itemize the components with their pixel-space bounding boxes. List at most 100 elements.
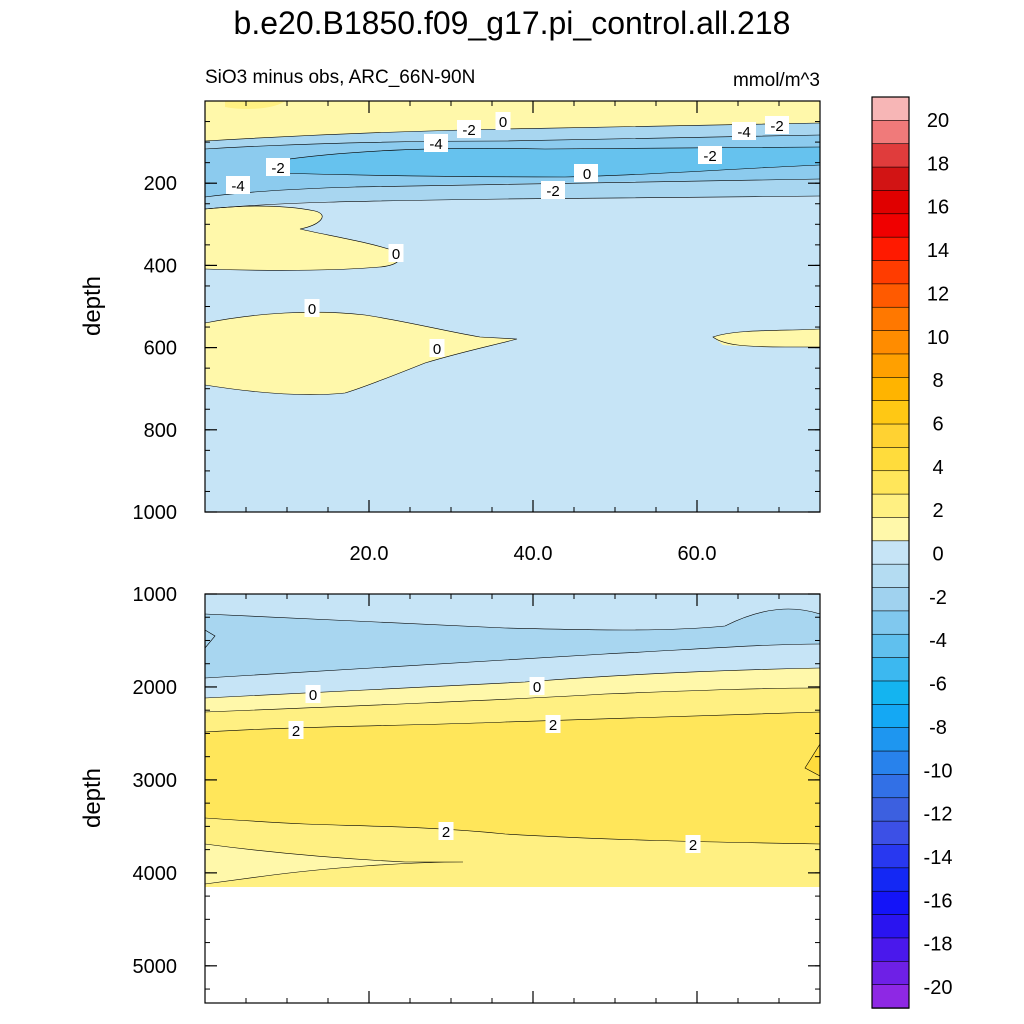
y-tick-label: 1000 (133, 502, 178, 524)
colorbar-swatch (871, 797, 910, 822)
contour-label: 0 (499, 114, 507, 131)
contour-label: 0 (533, 679, 541, 696)
field-band (205, 206, 400, 271)
colorbar: 20181614121086420-2-4-6-8-10-12-14-16-18… (871, 96, 953, 1009)
upper-panel: 200 400 600 800 1000 20.0 40.0 60.0 0 -2 -4 -2 -4 -… (79, 100, 821, 565)
contour-label-bg (438, 822, 454, 840)
chart-title: b.e20.B1850.f09_g17.pi_control.all.218 (234, 5, 791, 41)
contour-label-bg (304, 299, 320, 317)
colorbar-swatch (871, 750, 910, 776)
contour-label-bg (765, 116, 789, 134)
contour-label: 0 (308, 301, 316, 318)
colorbar-label: 6 (932, 413, 943, 435)
colorbar-swatch (871, 820, 910, 846)
upper-y-axis: 200 400 600 800 1000 (133, 100, 820, 524)
colorbar-label: 16 (927, 197, 949, 219)
contour-label-bg (495, 112, 511, 130)
contour-label-bg (305, 685, 321, 703)
colorbar-swatch (871, 960, 910, 986)
colorbar-label: -12 (924, 804, 953, 826)
colorbar-swatch (871, 937, 910, 962)
colorbar-swatch (871, 867, 910, 892)
x-tick-label: 60.0 (678, 543, 717, 565)
colorbar-swatch (871, 587, 910, 612)
contour-label: 2 (292, 723, 300, 740)
y-tick-label: 3000 (133, 770, 178, 792)
contour-label: 2 (442, 824, 450, 841)
contour-label: 0 (433, 341, 441, 358)
colorbar-swatch (871, 517, 910, 542)
lower-contour-field (205, 594, 820, 1003)
field-band (713, 329, 820, 347)
lower-x-axis (204, 594, 821, 1003)
lower-frame (204, 593, 821, 1004)
colorbar-swatch (871, 657, 910, 682)
colorbar-swatch (871, 143, 910, 168)
y-tick-label: 200 (144, 173, 177, 195)
colorbar-label: -8 (929, 717, 947, 739)
y-tick-label: 400 (144, 255, 177, 277)
colorbar-label: 14 (927, 240, 949, 262)
contour-label: -2 (271, 160, 284, 177)
colorbar-swatch (871, 540, 910, 565)
lower-y-axis: 1000 2000 3000 4000 5000 (133, 584, 820, 990)
colorbar-swatch (871, 190, 910, 215)
x-tick-label: 40.0 (514, 543, 553, 565)
colorbar-label: 8 (932, 370, 943, 392)
colorbar-swatch (871, 120, 910, 145)
colorbar-label: -16 (924, 890, 953, 912)
contour-label-bg (429, 339, 445, 357)
field-band (205, 101, 820, 141)
contour-label: 0 (392, 246, 400, 263)
colorbar-swatch (871, 447, 910, 472)
upper-y-axis-label: depth (79, 276, 106, 336)
colorbar-label: 2 (932, 500, 943, 522)
colorbar-swatch (871, 610, 910, 635)
colorbar-swatch (871, 260, 910, 285)
colorbar-swatch (871, 680, 910, 706)
colorbar-swatch (871, 774, 910, 799)
colorbar-swatch (871, 470, 910, 495)
lower-panel: 1000 2000 3000 4000 5000 0 0 2 2 2 2 depth (79, 584, 821, 1004)
colorbar-swatch (871, 984, 910, 1009)
contour-label: 2 (549, 717, 557, 734)
contour-label: -4 (737, 124, 750, 141)
lower-y-axis-label: depth (79, 768, 106, 828)
contour-label-bg (685, 835, 701, 853)
contour-label-bg (732, 122, 756, 140)
colorbar-swatch (871, 283, 910, 308)
contour-label: -2 (462, 122, 475, 139)
colorbar-swatch (871, 236, 910, 262)
colorbar-label: 4 (932, 457, 943, 479)
colorbar-label: 10 (927, 327, 949, 349)
colorbar-label: 12 (927, 283, 949, 305)
contour-label: -4 (429, 136, 442, 153)
field-band (275, 147, 820, 177)
contour-label-bg (541, 181, 565, 199)
colorbar-swatch (871, 844, 910, 869)
field-band (805, 744, 820, 776)
contour-label-bg (698, 146, 722, 164)
colorbar-swatch (871, 306, 910, 332)
colorbar-swatch (871, 633, 910, 659)
y-tick-label: 2000 (133, 677, 178, 699)
y-tick-label: 4000 (133, 863, 178, 885)
colorbar-swatch (871, 377, 910, 402)
colorbar-swatch (871, 914, 910, 939)
colorbar-label: -6 (929, 674, 947, 696)
colorbar-label: -18 (924, 934, 953, 956)
x-tick-label: 20.0 (350, 543, 389, 565)
colorbar-swatch (871, 493, 910, 519)
field-band (225, 101, 285, 109)
contour-label: 0 (309, 687, 317, 704)
contour-label: 2 (689, 837, 697, 854)
colorbar-swatch (871, 96, 910, 122)
contour-label-bg (388, 244, 404, 262)
y-tick-label: 5000 (133, 956, 178, 978)
contour-label-bg (579, 164, 595, 182)
contour-label-bg (226, 176, 250, 194)
lower-contour-labels: 0 0 2 2 2 2 (288, 677, 701, 854)
colorbar-swatch (871, 727, 910, 752)
colorbar-swatch (871, 213, 910, 238)
